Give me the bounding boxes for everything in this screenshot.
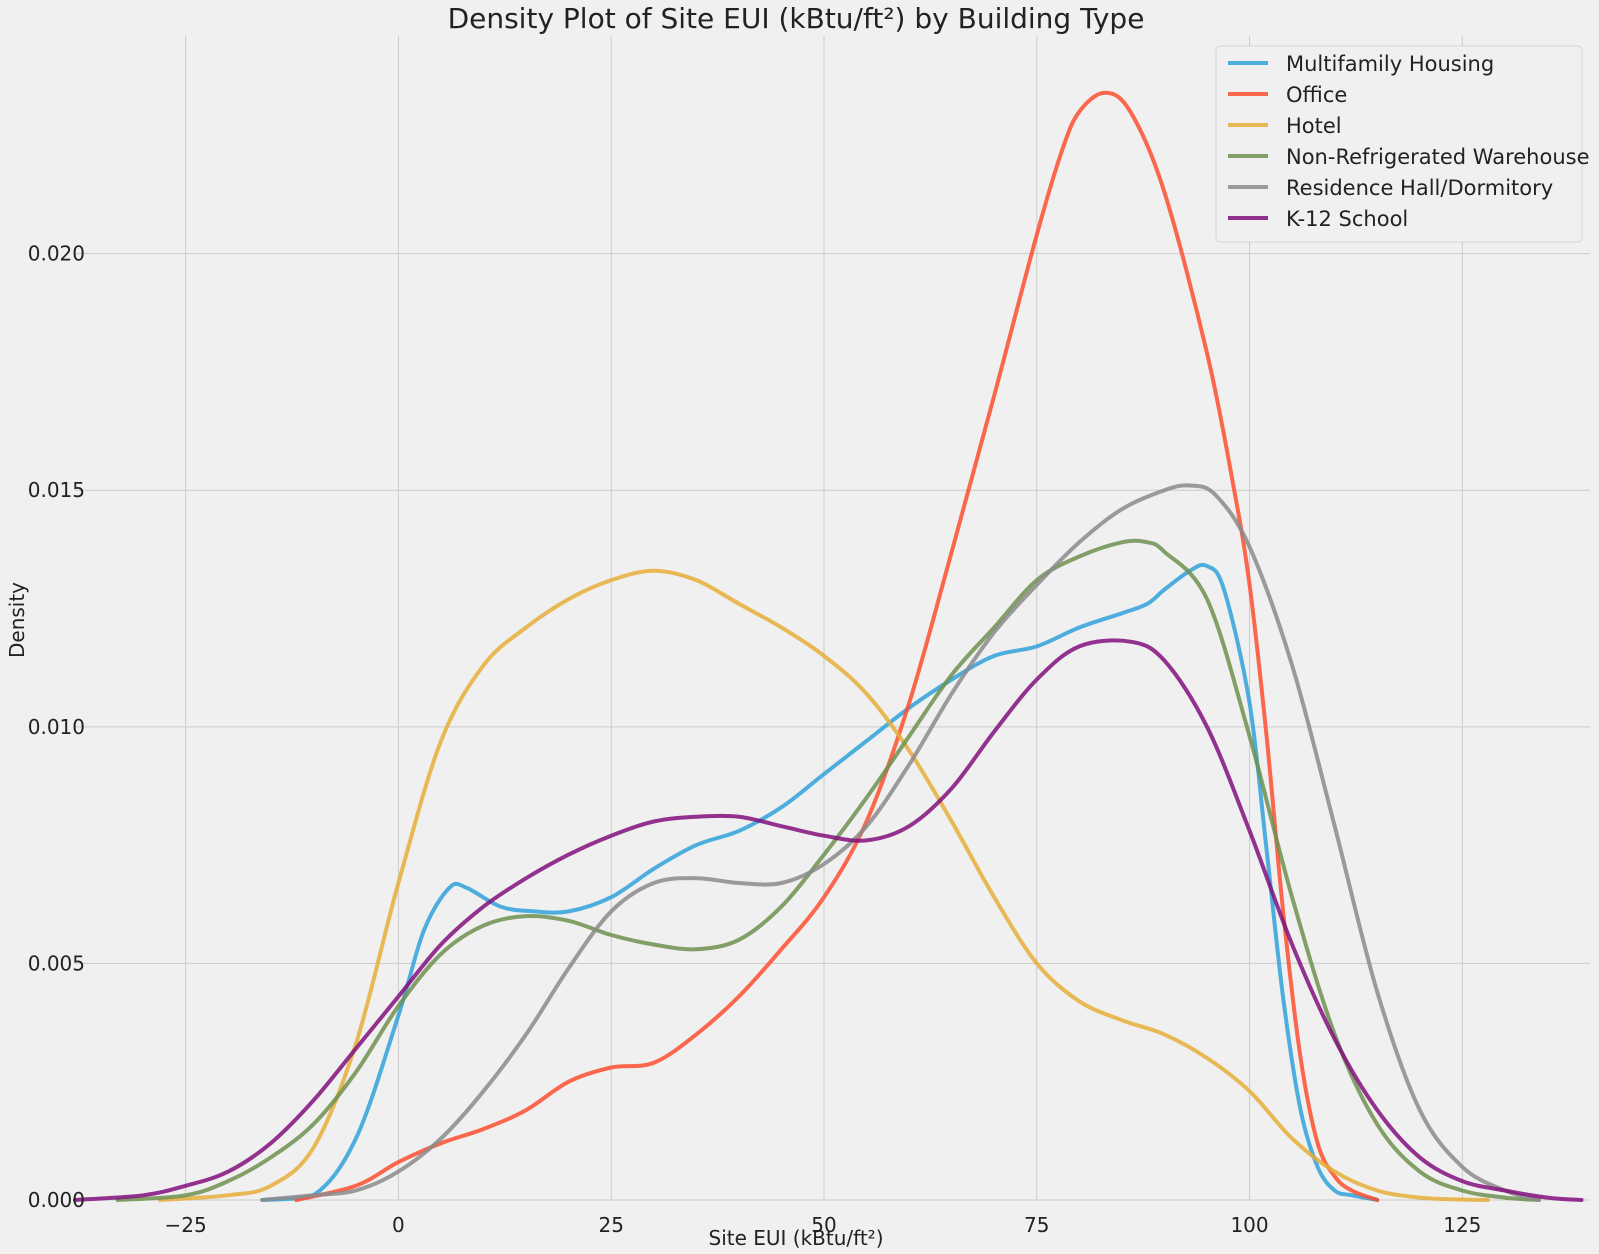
legend-label-residence-hall-dormitory: Residence Hall/Dormitory [1286, 176, 1553, 200]
x-tick-label: 50 [811, 1213, 836, 1237]
x-tick-label: 75 [1024, 1213, 1049, 1237]
series-line-non-refrigerated-warehouse [115, 538, 1541, 1202]
x-tick-label: 25 [598, 1213, 623, 1237]
series-line-hotel [158, 568, 1490, 1202]
series-layer [73, 90, 1584, 1202]
x-tick-label: 125 [1443, 1213, 1481, 1237]
legend-label-hotel: Hotel [1286, 114, 1342, 138]
y-tick-label: 0.015 [28, 478, 85, 502]
x-tick-label: 0 [392, 1213, 405, 1237]
x-tick-label: −25 [165, 1213, 207, 1237]
y-tick-label: 0.005 [28, 951, 85, 975]
y-tick-label: 0.010 [28, 715, 85, 739]
x-tick-label: 100 [1230, 1213, 1268, 1237]
legend: Multifamily Housing Office Hotel Non-Refrig… [1215, 45, 1590, 243]
legend-label-multifamily-housing: Multifamily Housing [1286, 52, 1494, 76]
y-tick-label: 0.000 [28, 1188, 85, 1212]
y-axis-label: Density [5, 582, 29, 658]
chart-title: Density Plot of Site EUI (kBtu/ft²) by B… [448, 2, 1145, 35]
y-tick-labels: 0.000 0.005 0.010 0.015 0.020 [28, 242, 85, 1212]
grid-lines [75, 36, 1590, 1201]
series-line-residence-hall-dormitory [260, 483, 1541, 1202]
legend-box [1215, 45, 1583, 243]
x-axis-label: Site EUI (kBtu/ft²) [709, 1226, 884, 1250]
series-line-multifamily-housing [260, 562, 1380, 1202]
legend-label-k-12-school: K-12 School [1286, 207, 1408, 231]
legend-label-non-refrigerated-warehouse: Non-Refrigerated Warehouse [1286, 145, 1590, 169]
series-line-k-12-school [73, 638, 1584, 1202]
legend-label-office: Office [1286, 83, 1347, 107]
x-tick-labels: −25 0 25 50 75 100 125 [165, 1213, 1482, 1237]
y-tick-label: 0.020 [28, 242, 85, 266]
